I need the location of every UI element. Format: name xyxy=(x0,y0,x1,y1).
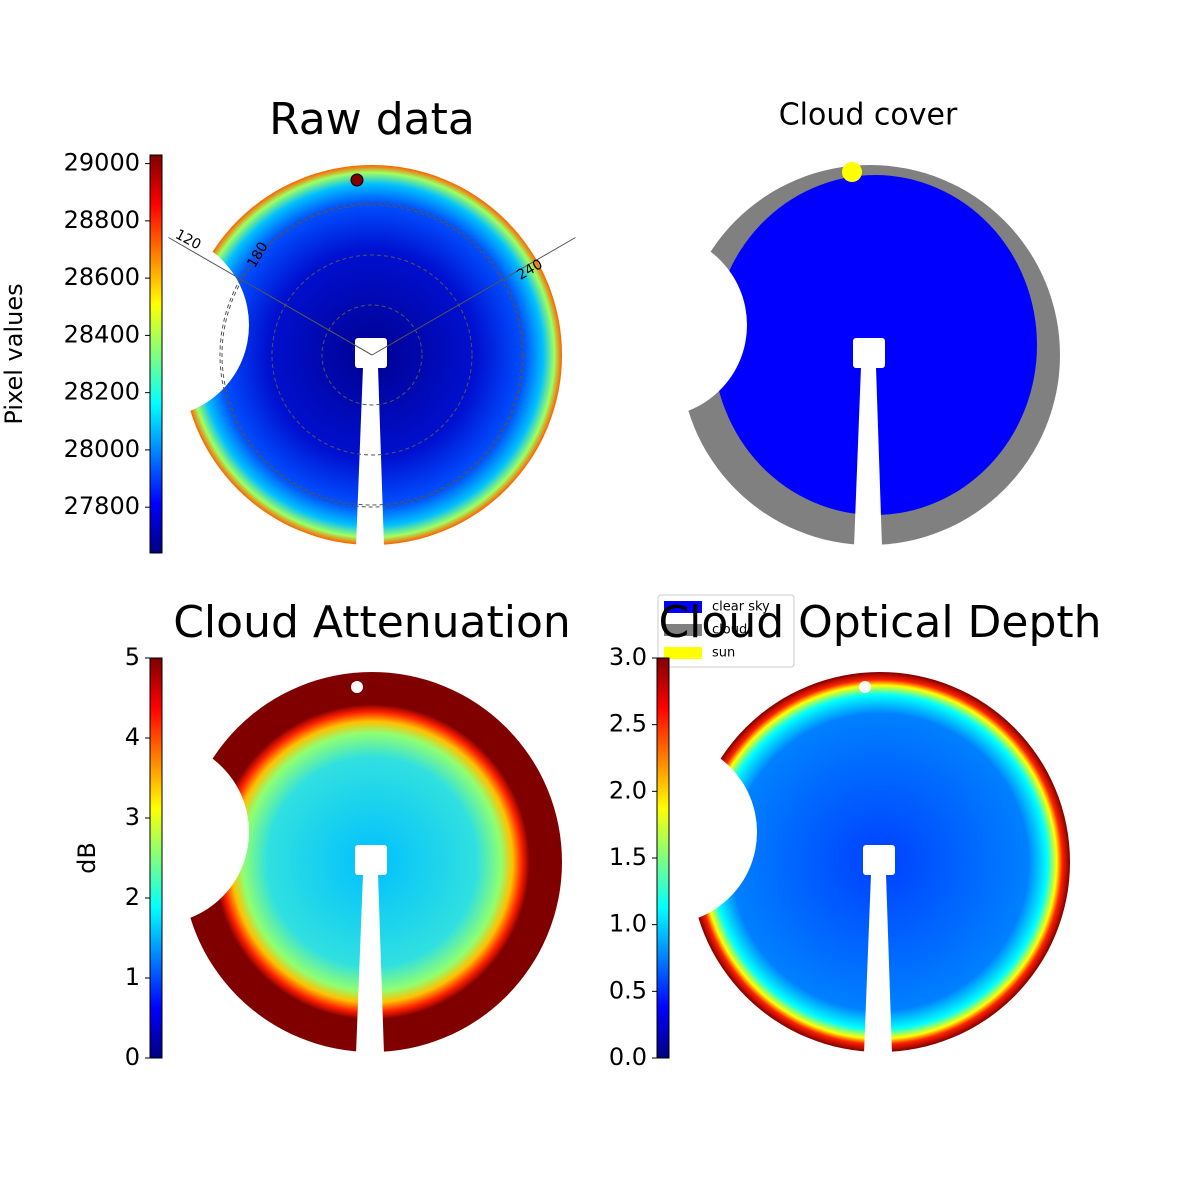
bottom-mask xyxy=(172,1052,572,1072)
polar-circle xyxy=(321,304,423,406)
camera-stem xyxy=(356,874,384,1054)
panel-title: Cloud Attenuation xyxy=(173,597,571,648)
colorbar-label: Pixel values xyxy=(0,283,28,424)
legend-label: cloud xyxy=(712,623,747,638)
horizon-mask xyxy=(563,233,747,417)
colorbar-tick-label: 2.5 xyxy=(609,710,647,738)
colorbar-tick-label: 2.0 xyxy=(609,776,647,804)
colorbar-tick-label: 28600 xyxy=(64,263,140,291)
sky-image xyxy=(563,165,1070,565)
sun-dot xyxy=(859,681,871,693)
polar-circle xyxy=(221,204,523,506)
colorbar-tick-label: 0.5 xyxy=(609,976,647,1004)
legend: clear sky cloud sun xyxy=(657,594,795,668)
colorbar-tick-label: 1.0 xyxy=(609,910,647,938)
bottom-mask xyxy=(172,545,572,565)
camera-arm xyxy=(355,845,387,875)
polar-circle xyxy=(271,254,473,456)
colorbar xyxy=(656,657,670,1059)
camera-arm xyxy=(863,845,895,875)
camera-arm xyxy=(853,338,885,368)
panel-title: Raw data xyxy=(269,94,475,145)
bottom-mask xyxy=(680,1052,1080,1072)
camera-stem xyxy=(854,367,882,547)
bottom-mask xyxy=(670,545,1070,565)
colorbar-tick-label: 4 xyxy=(125,723,140,751)
sky-image xyxy=(573,672,1080,1072)
polar-grid xyxy=(168,202,576,508)
legend-swatch xyxy=(664,647,702,659)
colorbar-tick-label: 28800 xyxy=(64,206,140,234)
colorbar-tick-label: 29000 xyxy=(64,149,140,177)
colorbar xyxy=(149,657,163,1059)
camera-arm xyxy=(355,338,387,368)
colorbar-tick-label: 28000 xyxy=(64,435,140,463)
legend-swatch xyxy=(664,601,702,613)
polar-spoke xyxy=(269,295,373,356)
colorbar-tick-label: 5 xyxy=(125,643,140,671)
colorbar-tick-label: 2 xyxy=(125,883,140,911)
sun-region xyxy=(842,162,862,182)
colorbar-tick-label: 0 xyxy=(125,1043,140,1071)
colorbar-tick-label: 28400 xyxy=(64,320,140,348)
sun-dot xyxy=(350,173,364,187)
camera-stem xyxy=(864,874,892,1054)
legend-swatch xyxy=(664,624,702,636)
colorbar-tick-label: 3 xyxy=(125,803,140,831)
polar-circle xyxy=(219,202,525,508)
colorbar-tick-label: 1.5 xyxy=(609,843,647,871)
panel-title: Cloud Optical Depth xyxy=(658,597,1101,648)
panel-title: Cloud cover xyxy=(779,98,958,133)
colorbar-label: dB xyxy=(73,842,101,874)
colorbar-tick-label: 27800 xyxy=(64,492,140,520)
sun-dot xyxy=(351,681,363,693)
sky-image xyxy=(65,165,572,565)
colorbar-tick-label: 28200 xyxy=(64,378,140,406)
colorbar-tick-label: 1 xyxy=(125,963,140,991)
polar-spoke xyxy=(371,237,576,356)
camera-stem xyxy=(356,367,384,547)
legend-label: clear sky xyxy=(712,600,770,615)
sky-image xyxy=(65,672,572,1072)
colorbar xyxy=(149,154,163,554)
colorbar-tick-label: 0.0 xyxy=(609,1043,647,1071)
legend-label: sun xyxy=(712,646,735,661)
colorbar-tick-label: 3.0 xyxy=(609,643,647,671)
